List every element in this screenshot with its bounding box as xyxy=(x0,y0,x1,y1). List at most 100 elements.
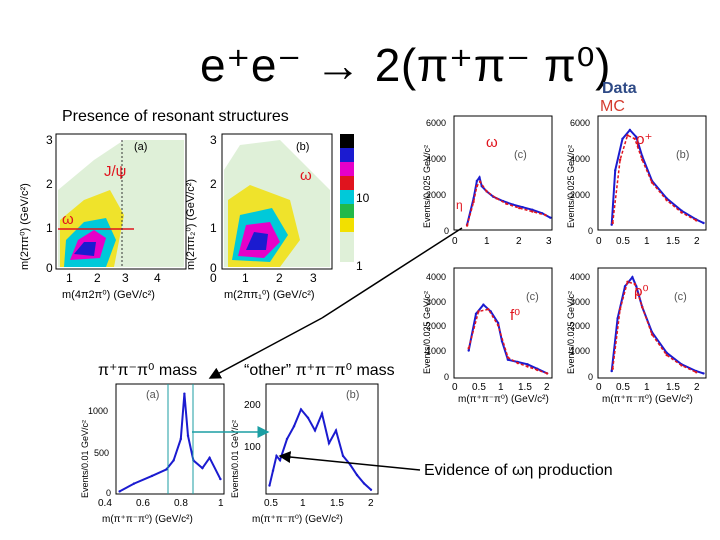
panel-label: (a) xyxy=(146,389,159,401)
x-tick: 2 xyxy=(544,382,550,393)
x-tick-2: 2 xyxy=(276,271,283,285)
y-axis-label: m(2ππ⁰) (GeV/c²) xyxy=(19,183,31,270)
mc-point xyxy=(465,224,469,227)
omega-label-right: ω xyxy=(486,134,498,151)
mc-point xyxy=(611,221,614,225)
x-tick: 0.5 xyxy=(616,236,630,247)
other-three-pi-mass-label: “other” π⁺π⁻π⁰ mass xyxy=(244,362,395,379)
data-point xyxy=(275,454,278,458)
y-tick: 2000 xyxy=(570,190,590,200)
y-tick: 4000 xyxy=(570,154,590,164)
jpsi-label: J/ψ xyxy=(104,163,127,180)
histogram-other-three-pi-mass: (b) 200 100 0.5 1 1.5 2 m(π⁺π⁻π⁰) (GeV/c… xyxy=(230,383,379,525)
mc-point xyxy=(496,324,500,327)
rho-plus-label: ρ⁺ xyxy=(636,131,653,148)
x-tick: 2 xyxy=(694,382,700,393)
colorbar-segment xyxy=(340,176,354,190)
x-tick: 1 xyxy=(300,498,306,509)
data-series-line xyxy=(119,393,222,493)
data-point xyxy=(531,208,534,211)
y-tick: 0 xyxy=(588,226,593,236)
data-point xyxy=(132,482,136,485)
mc-point xyxy=(467,347,470,350)
histogram-b1: (b) 6000 4000 2000 0 0 0.5 1 1.5 2 Event… xyxy=(566,115,707,247)
y-axis-label: Events/0.01 GeV/c² xyxy=(80,420,90,498)
y-tick: 3000 xyxy=(570,297,590,307)
arrow-to-three-pi-mass xyxy=(208,317,323,379)
x-tick: 1.5 xyxy=(518,382,532,393)
mc-point xyxy=(472,200,475,204)
x-tick-0: 0 xyxy=(210,271,217,285)
plot-frame xyxy=(115,383,225,495)
plot-frame xyxy=(597,267,707,379)
y-tick-1: 1 xyxy=(46,221,53,235)
colorbar-segment xyxy=(340,190,354,204)
data-point xyxy=(702,221,705,225)
mc-point xyxy=(665,199,668,202)
series-layer xyxy=(465,175,552,227)
legend-data: Data xyxy=(602,80,637,97)
subtitle: Presence of resonant structures xyxy=(62,108,289,125)
panel-label: (b) xyxy=(346,389,359,401)
x-axis-label: m(π⁺π⁻π⁰) (GeV/c²) xyxy=(252,514,343,525)
x-axis-label: m(2ππ₁⁰) (GeV/c²) xyxy=(224,289,315,301)
mc-point xyxy=(495,197,498,200)
y-axis-label: Events/0.025 GeV/c² xyxy=(422,145,432,228)
x-tick-1: 1 xyxy=(66,271,73,285)
legend-mc: MC xyxy=(600,98,625,115)
x-tick: 1.5 xyxy=(666,236,680,247)
panel-label: (c) xyxy=(514,149,527,161)
colorbar-segment xyxy=(340,218,354,232)
data-point xyxy=(118,490,121,493)
mc-series-line xyxy=(466,180,546,226)
x-tick: 1 xyxy=(484,236,490,247)
f0-label: f⁰ xyxy=(510,307,521,324)
eta-label: η xyxy=(456,198,463,212)
evidence-label: Evidence of ωη production xyxy=(424,462,613,479)
y-tick: 1000 xyxy=(570,346,590,356)
x-tick: 0.4 xyxy=(98,498,112,509)
colorbar: 10 1 xyxy=(340,134,370,273)
data-point xyxy=(621,137,624,140)
data-point xyxy=(702,372,705,375)
plot-frame xyxy=(265,383,379,495)
data-point xyxy=(172,459,175,462)
series-layer xyxy=(610,275,705,375)
x-tick: 0 xyxy=(596,236,602,247)
series-layer xyxy=(118,392,222,493)
data-point xyxy=(334,429,338,432)
data-point xyxy=(186,434,190,437)
data-point xyxy=(521,206,524,209)
y-tick: 1000 xyxy=(88,406,108,416)
y-tick: 4000 xyxy=(426,154,446,164)
data-point xyxy=(635,135,638,139)
data-point xyxy=(313,429,317,432)
mc-point xyxy=(650,333,654,336)
scatter-plot-a: (a) 3 2 1 0 1 2 3 4 m(4π2π⁰) (GeV/c²) m(… xyxy=(19,133,187,301)
data-point xyxy=(208,456,211,459)
x-tick: 0.5 xyxy=(472,382,486,393)
x-tick: 1 xyxy=(498,382,504,393)
y-tick: 1000 xyxy=(426,346,446,356)
data-point xyxy=(299,408,303,411)
mc-point xyxy=(618,158,622,161)
y-tick: 4000 xyxy=(570,272,590,282)
colorbar-tick-1: 1 xyxy=(356,259,363,273)
data-point xyxy=(320,412,324,415)
series-layer xyxy=(610,128,705,226)
colorbar-tick-10: 10 xyxy=(356,191,370,205)
mc-point xyxy=(665,353,668,357)
three-pi-mass-label: π⁺π⁻π⁰ mass xyxy=(98,362,198,379)
x-tick: 0.5 xyxy=(616,382,630,393)
x-tick: 0 xyxy=(596,382,602,393)
data-point xyxy=(183,392,186,395)
panel-label: (c) xyxy=(526,291,539,303)
x-tick-3: 3 xyxy=(310,271,317,285)
mc-point xyxy=(505,202,508,205)
y-tick: 2000 xyxy=(426,190,446,200)
y-axis-label: Events/0.025 GeV/c² xyxy=(566,291,576,374)
data-point xyxy=(292,425,296,428)
data-point xyxy=(341,454,345,458)
mc-point xyxy=(611,367,614,370)
